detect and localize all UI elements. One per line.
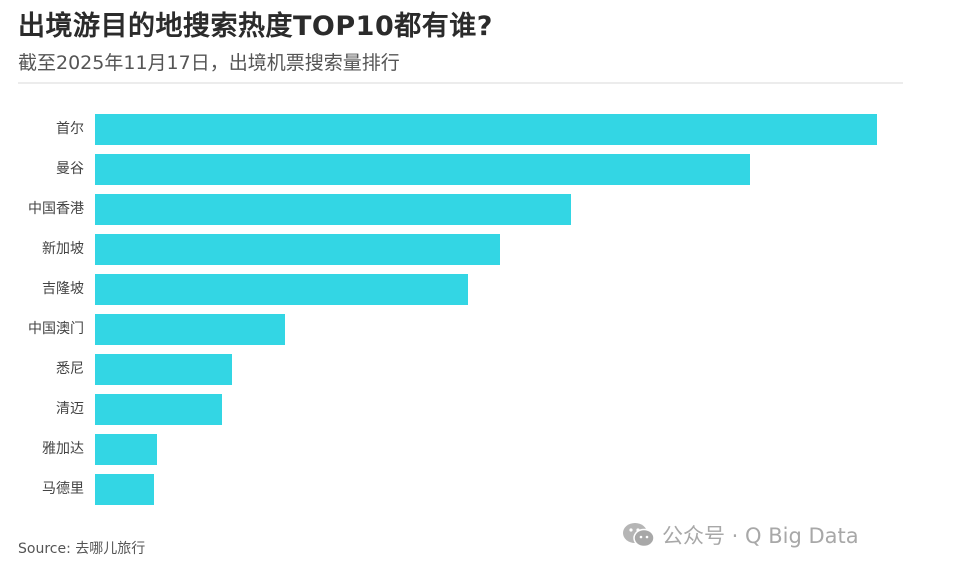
category-label: 清迈 — [56, 401, 84, 417]
bar-row: 首尔 — [0, 114, 977, 145]
bar-row: 中国香港 — [0, 194, 977, 225]
bar-row: 新加坡 — [0, 234, 977, 265]
bar — [95, 154, 750, 185]
bar-row: 悉尼 — [0, 354, 977, 385]
category-label: 吉隆坡 — [42, 281, 84, 297]
bar-row: 吉隆坡 — [0, 274, 977, 305]
category-label: 雅加达 — [42, 441, 84, 457]
bar — [95, 354, 232, 385]
bar — [95, 234, 500, 265]
bar-row: 清迈 — [0, 394, 977, 425]
bar — [95, 274, 468, 305]
category-label: 中国澳门 — [28, 321, 84, 337]
category-label: 中国香港 — [28, 201, 84, 217]
bar — [95, 314, 285, 345]
category-label: 悉尼 — [56, 361, 84, 377]
category-label: 曼谷 — [56, 161, 84, 177]
bar — [95, 194, 571, 225]
chart-subtitle: 截至2025年11月17日，出境机票搜索量排行 — [18, 52, 400, 74]
divider — [18, 82, 903, 84]
wechat-icon — [622, 522, 656, 548]
watermark: 公众号 · Q Big Data — [622, 520, 859, 550]
watermark-text: 公众号 · Q Big Data — [662, 524, 859, 548]
bar — [95, 434, 157, 465]
chart-title: 出境游目的地搜索热度TOP10都有谁? — [18, 11, 493, 42]
category-label: 新加坡 — [42, 241, 84, 257]
bar-row: 中国澳门 — [0, 314, 977, 345]
category-label: 首尔 — [56, 121, 84, 137]
category-label: 马德里 — [42, 481, 84, 497]
bar — [95, 114, 877, 145]
source-note: Source: 去哪儿旅行 — [18, 541, 146, 557]
bar — [95, 474, 154, 505]
bar-row: 曼谷 — [0, 154, 977, 185]
bar-row: 雅加达 — [0, 434, 977, 465]
bar — [95, 394, 222, 425]
bar-row: 马德里 — [0, 474, 977, 505]
